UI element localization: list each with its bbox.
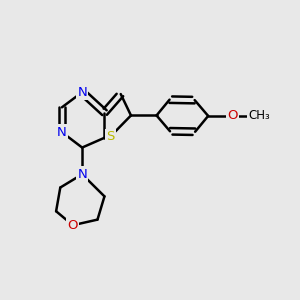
Text: N: N [57,126,67,139]
Text: O: O [228,110,238,122]
Text: CH₃: CH₃ [248,110,270,122]
Text: N: N [77,168,87,181]
Text: S: S [106,130,114,143]
Text: N: N [77,86,87,99]
Text: O: O [68,219,78,232]
